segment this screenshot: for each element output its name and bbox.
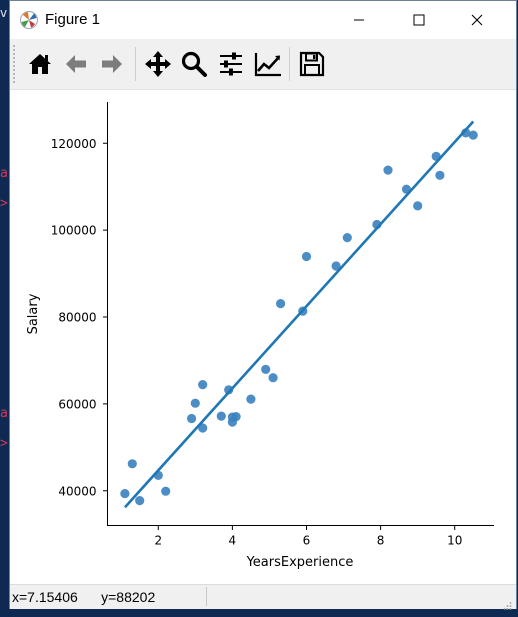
magnifier-icon [181, 51, 207, 77]
maximize-icon [413, 14, 425, 26]
move-icon [145, 51, 171, 77]
back-button[interactable] [60, 48, 92, 80]
scatter-point [331, 261, 341, 271]
x-tick-label: 10 [447, 534, 462, 548]
status-bar: x=7.15406 y=88202 [10, 584, 516, 610]
background-fragment: a [0, 166, 8, 181]
scatter-point [198, 423, 208, 433]
scatter-point [135, 496, 145, 506]
floppy-disk-icon [299, 51, 325, 77]
matplotlib-app-icon [19, 10, 39, 30]
background-fragment: > [0, 196, 8, 211]
scatter-point [413, 201, 423, 211]
resize-grip-icon[interactable] [502, 596, 512, 610]
y-tick-label: 100000 [51, 224, 97, 238]
toolbar-separator [135, 47, 136, 81]
scatter-point [342, 233, 352, 243]
arrow-left-icon [66, 55, 86, 73]
scatter-point [187, 413, 197, 424]
regression-line [123, 120, 475, 509]
scatter-point [161, 486, 171, 496]
navigation-toolbar [10, 39, 516, 90]
subplots-button[interactable] [215, 48, 247, 80]
pan-button[interactable] [142, 48, 174, 80]
y-tick-label: 80000 [58, 311, 96, 325]
close-button[interactable] [454, 1, 500, 39]
scatter-point [383, 165, 393, 175]
customize-button[interactable] [252, 48, 284, 80]
scatter-point [231, 412, 241, 422]
scatter-point [190, 398, 200, 408]
x-tick-label: 4 [229, 534, 237, 548]
home-button[interactable] [24, 48, 56, 80]
arrow-right-icon [102, 55, 122, 73]
scatter-point [198, 380, 208, 390]
scatter-point [276, 299, 286, 309]
close-icon [471, 14, 483, 26]
status-divider [206, 587, 207, 606]
scatter-point [435, 170, 445, 180]
scatter-point [246, 394, 256, 404]
minimize-icon [354, 19, 364, 21]
y-tick-label: 60000 [58, 397, 96, 411]
toolbar-grip[interactable] [13, 45, 18, 83]
y-axis-label: Salary [26, 293, 41, 334]
scatter-point [301, 251, 312, 262]
background-fragment: a [0, 406, 8, 421]
figure-canvas[interactable]: 2 4 6 8 10 40000 60000 80000 100000 120000 Years… [10, 90, 516, 584]
line-chart-icon [254, 53, 281, 77]
background-fragment: > [0, 436, 8, 451]
scatter-point [468, 130, 478, 140]
cursor-coordinates: x=7.15406 y=88202 [12, 589, 156, 605]
title-bar[interactable]: Figure 1 [10, 1, 516, 39]
scatter-point [224, 385, 234, 395]
background-fragment: v [0, 6, 8, 20]
toolbar-separator [289, 47, 290, 81]
salary-scatter-chart[interactable]: 2 4 6 8 10 40000 60000 80000 100000 120000 Years… [10, 90, 516, 584]
scatter-point [268, 373, 278, 383]
x-axis-label: YearsExperience [246, 555, 354, 570]
scatter-point [127, 459, 137, 469]
figure-window: Figure 1 [9, 0, 517, 610]
forward-button[interactable] [96, 48, 128, 80]
x-tick-label: 2 [154, 534, 162, 548]
x-tick-label: 6 [303, 534, 311, 548]
maximize-button[interactable] [396, 1, 442, 39]
y-tick-label: 40000 [58, 484, 96, 498]
sliders-icon [220, 52, 242, 76]
minimize-button[interactable] [336, 1, 382, 39]
scatter-point [216, 411, 226, 421]
x-tick-label: 8 [377, 534, 385, 548]
zoom-button[interactable] [178, 48, 210, 80]
home-icon [29, 54, 51, 74]
save-button[interactable] [296, 48, 328, 80]
window-title: Figure 1 [45, 11, 101, 28]
scatter-point [120, 489, 130, 499]
y-tick-label: 120000 [51, 137, 97, 151]
scatter-point [261, 364, 271, 374]
